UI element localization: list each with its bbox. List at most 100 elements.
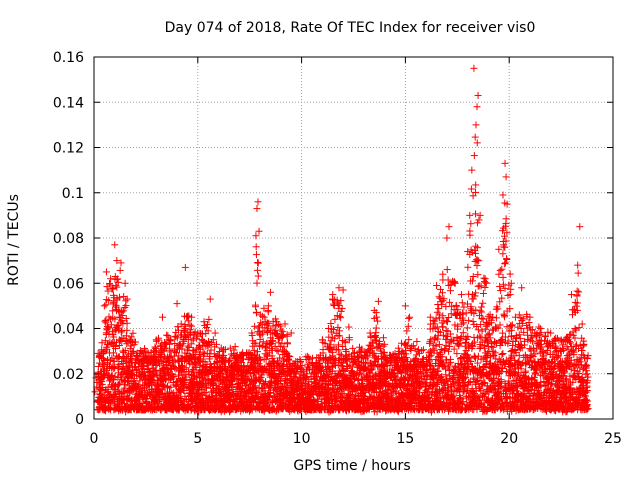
data-point xyxy=(191,328,199,336)
data-point xyxy=(499,191,507,199)
data-point xyxy=(254,259,262,267)
data-point xyxy=(116,266,124,274)
data-point xyxy=(460,303,468,311)
data-point xyxy=(166,337,174,345)
data-point xyxy=(136,347,144,355)
data-point xyxy=(496,321,504,329)
data-point xyxy=(482,279,490,287)
data-point xyxy=(184,335,192,343)
data-point xyxy=(113,283,121,291)
data-point xyxy=(259,312,267,320)
data-point xyxy=(481,284,489,292)
data-points xyxy=(91,64,592,416)
data-point xyxy=(114,278,122,286)
data-point xyxy=(482,279,490,287)
data-point xyxy=(511,313,519,321)
data-point xyxy=(473,262,481,270)
data-point xyxy=(151,343,159,351)
data-point xyxy=(107,275,115,283)
data-point xyxy=(578,320,586,328)
data-point xyxy=(111,241,119,249)
data-point xyxy=(130,341,138,349)
data-point xyxy=(159,347,167,355)
data-point xyxy=(479,299,487,307)
data-point xyxy=(283,339,291,347)
data-point xyxy=(379,334,387,342)
data-point xyxy=(433,282,441,290)
data-point xyxy=(167,336,175,344)
data-point xyxy=(199,348,207,356)
data-point xyxy=(181,263,189,271)
data-point xyxy=(281,320,289,328)
data-point xyxy=(118,317,126,325)
data-point xyxy=(123,295,131,303)
data-point xyxy=(189,336,197,344)
data-point xyxy=(463,324,471,332)
data-point xyxy=(186,331,194,339)
data-point xyxy=(122,297,130,305)
data-point xyxy=(177,362,185,370)
data-point xyxy=(254,198,262,206)
data-point xyxy=(105,280,113,288)
data-point xyxy=(254,266,262,274)
data-point xyxy=(102,316,110,324)
data-point xyxy=(447,287,455,295)
data-point xyxy=(152,347,160,355)
data-point xyxy=(188,322,196,330)
data-point xyxy=(129,348,137,356)
data-point xyxy=(474,91,482,99)
data-point xyxy=(111,315,119,323)
data-point xyxy=(499,273,507,281)
data-point xyxy=(123,326,131,334)
data-point xyxy=(102,268,110,276)
data-point xyxy=(496,266,504,274)
data-point xyxy=(104,287,112,295)
data-point xyxy=(437,285,445,293)
data-point xyxy=(120,384,128,392)
data-point xyxy=(506,270,514,278)
data-point xyxy=(495,245,503,253)
data-point xyxy=(254,258,262,266)
data-point xyxy=(192,348,200,356)
data-point xyxy=(470,152,478,160)
data-point xyxy=(464,263,472,271)
data-point xyxy=(576,223,584,231)
data-point xyxy=(141,345,149,353)
data-point xyxy=(501,159,509,167)
data-point xyxy=(457,291,465,299)
data-point xyxy=(231,343,239,351)
data-point xyxy=(167,383,175,391)
data-point xyxy=(507,285,515,293)
data-point xyxy=(472,210,480,218)
data-point xyxy=(501,259,509,267)
data-point xyxy=(101,337,109,345)
data-point xyxy=(252,303,260,311)
data-point xyxy=(252,232,260,240)
data-point xyxy=(166,340,174,348)
data-point xyxy=(349,344,357,352)
data-point xyxy=(127,342,135,350)
data-point xyxy=(100,302,108,310)
data-point xyxy=(102,301,110,309)
data-point xyxy=(116,379,124,387)
data-point xyxy=(464,332,472,340)
data-point xyxy=(118,308,126,316)
data-point xyxy=(121,279,129,287)
data-point xyxy=(122,314,130,322)
data-point xyxy=(195,350,203,358)
data-point xyxy=(123,319,131,327)
data-point xyxy=(252,243,260,251)
data-point xyxy=(178,345,186,353)
data-point xyxy=(496,282,504,290)
data-point xyxy=(470,64,478,72)
data-point xyxy=(518,284,526,292)
data-point xyxy=(173,300,181,308)
data-point xyxy=(435,305,443,313)
data-point xyxy=(117,259,125,267)
data-point xyxy=(474,271,482,279)
data-point xyxy=(260,313,268,321)
data-point xyxy=(458,299,466,307)
data-point xyxy=(443,266,451,274)
data-point xyxy=(472,181,480,189)
data-point xyxy=(574,261,582,269)
